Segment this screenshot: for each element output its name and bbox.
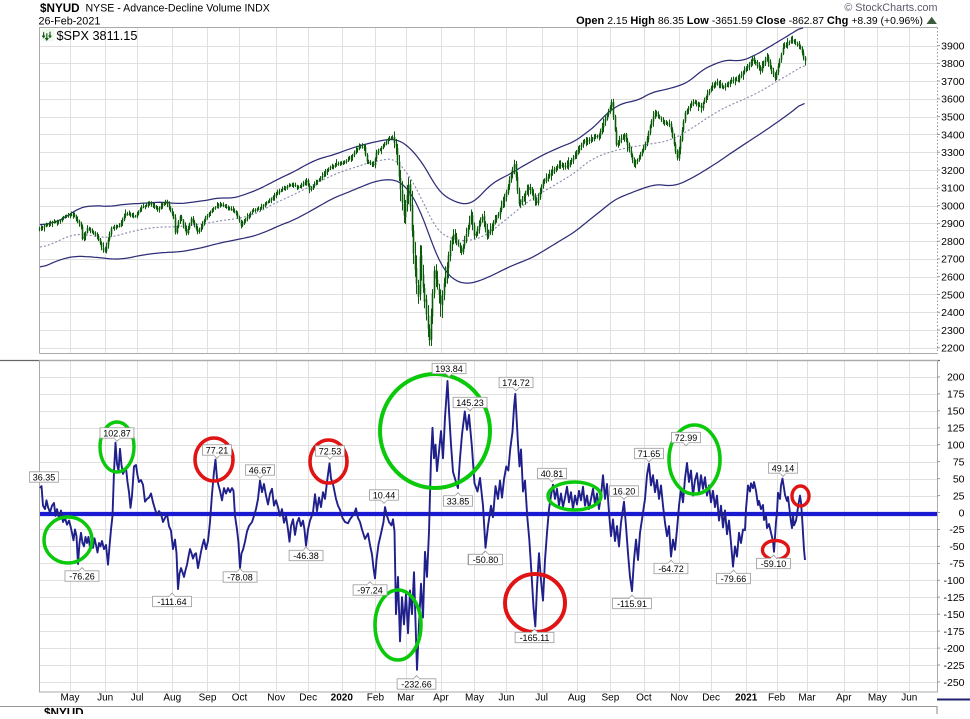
svg-text:-232.66: -232.66: [401, 679, 432, 689]
svg-text:-50.80: -50.80: [473, 555, 499, 565]
svg-text:Mar: Mar: [397, 693, 415, 704]
svg-text:Jun: Jun: [901, 693, 917, 704]
svg-text:2600: 2600: [941, 272, 965, 284]
svg-text:26-Feb-2021: 26-Feb-2021: [39, 16, 101, 28]
svg-text:16.20: 16.20: [613, 486, 636, 496]
svg-text:Nov: Nov: [670, 693, 688, 704]
svg-text:-78.08: -78.08: [227, 572, 253, 582]
svg-text:3900: 3900: [941, 40, 965, 52]
svg-text:46.67: 46.67: [249, 465, 272, 475]
svg-text:75: 75: [953, 456, 965, 468]
svg-text:-64.72: -64.72: [658, 564, 684, 574]
svg-text:-25: -25: [949, 524, 964, 536]
svg-text:125: 125: [947, 423, 965, 435]
svg-text:72.53: 72.53: [319, 446, 342, 456]
svg-text:Feb: Feb: [768, 693, 786, 704]
svg-text:25: 25: [953, 490, 965, 502]
svg-text:-225: -225: [943, 660, 964, 672]
svg-text:Aug: Aug: [163, 693, 181, 704]
svg-text:Apr: Apr: [433, 693, 449, 704]
svg-text:-111.64: -111.64: [157, 597, 186, 607]
svg-text:-200: -200: [943, 643, 964, 655]
svg-text:Oct: Oct: [636, 693, 652, 704]
svg-text:$NYUD: $NYUD: [40, 2, 80, 15]
svg-text:-175: -175: [943, 626, 964, 638]
svg-text:-46.38: -46.38: [293, 551, 319, 561]
svg-text:Dec: Dec: [299, 693, 317, 704]
svg-text:2300: 2300: [941, 325, 965, 337]
svg-text:Apr: Apr: [836, 693, 852, 704]
svg-text:Sep: Sep: [199, 693, 217, 704]
svg-text:Sep: Sep: [602, 693, 620, 704]
svg-text:100: 100: [947, 440, 965, 452]
svg-text:-76.26: -76.26: [69, 571, 95, 581]
svg-text:Jun: Jun: [97, 693, 113, 704]
svg-text:2900: 2900: [941, 218, 965, 230]
svg-text:102.87: 102.87: [103, 428, 131, 438]
svg-text:3800: 3800: [941, 58, 965, 70]
svg-text:Jul: Jul: [131, 693, 144, 704]
svg-text:2800: 2800: [941, 236, 965, 248]
svg-text:36.35: 36.35: [33, 472, 56, 482]
svg-text:-150: -150: [943, 609, 964, 621]
svg-text:3200: 3200: [941, 165, 965, 177]
svg-text:2700: 2700: [941, 254, 965, 266]
svg-text:145.23: 145.23: [456, 398, 484, 408]
svg-text:$NYUD: $NYUD: [44, 707, 84, 715]
svg-text:Feb: Feb: [367, 693, 385, 704]
svg-text:Oct: Oct: [232, 693, 248, 704]
svg-text:May: May: [868, 693, 887, 704]
svg-text:2021: 2021: [735, 693, 758, 704]
svg-text:Dec: Dec: [702, 693, 720, 704]
svg-text:2500: 2500: [941, 289, 965, 301]
svg-text:3700: 3700: [941, 76, 965, 88]
svg-text:72.99: 72.99: [675, 433, 698, 443]
svg-text:-115.91: -115.91: [617, 599, 647, 609]
svg-text:-59.10: -59.10: [761, 559, 787, 569]
svg-text:33.85: 33.85: [447, 496, 470, 506]
svg-text:77.21: 77.21: [206, 445, 229, 455]
svg-text:-79.66: -79.66: [721, 574, 747, 584]
svg-text:Jun: Jun: [498, 693, 514, 704]
svg-text:-97.24: -97.24: [357, 585, 383, 595]
svg-text:3300: 3300: [941, 147, 965, 159]
svg-text:-50: -50: [949, 541, 964, 553]
svg-text:© StockCharts.com: © StockCharts.com: [844, 2, 937, 14]
svg-text:-125: -125: [943, 592, 964, 604]
svg-text:Aug: Aug: [568, 693, 586, 704]
svg-text:Nov: Nov: [267, 693, 285, 704]
svg-text:Open 2.15 High 86.35 Low -3651: Open 2.15 High 86.35 Low -3651.59 Close …: [576, 15, 923, 27]
svg-text:$SPX 3811.15: $SPX 3811.15: [57, 29, 138, 43]
svg-text:2400: 2400: [941, 307, 965, 319]
svg-text:49.14: 49.14: [772, 463, 795, 473]
svg-text:NYSE - Advance-Decline Volume: NYSE - Advance-Decline Volume INDX: [86, 3, 270, 15]
svg-text:May: May: [61, 693, 80, 704]
svg-text:-100: -100: [943, 575, 964, 587]
svg-text:0: 0: [959, 507, 965, 519]
svg-text:-250: -250: [943, 677, 964, 689]
svg-text:Mar: Mar: [798, 693, 816, 704]
svg-text:150: 150: [947, 406, 965, 418]
svg-text:2200: 2200: [941, 343, 965, 355]
svg-text:3400: 3400: [941, 129, 965, 141]
svg-text:May: May: [465, 693, 484, 704]
svg-text:10.44: 10.44: [373, 490, 396, 500]
svg-text:193.84: 193.84: [435, 364, 463, 374]
svg-text:-75: -75: [949, 558, 964, 570]
svg-text:Jul: Jul: [535, 693, 548, 704]
svg-text:3600: 3600: [941, 94, 965, 106]
svg-text:200: 200: [947, 372, 965, 384]
svg-text:40.81: 40.81: [541, 469, 564, 479]
svg-text:-165.11: -165.11: [520, 633, 550, 643]
svg-text:50: 50: [953, 473, 965, 485]
svg-text:175: 175: [947, 389, 965, 401]
svg-text:3500: 3500: [941, 112, 965, 124]
svg-text:3100: 3100: [941, 183, 965, 195]
svg-text:71.65: 71.65: [638, 449, 661, 459]
svg-text:3000: 3000: [941, 200, 965, 212]
svg-text:174.72: 174.72: [502, 378, 530, 388]
svg-text:2020: 2020: [331, 693, 354, 704]
